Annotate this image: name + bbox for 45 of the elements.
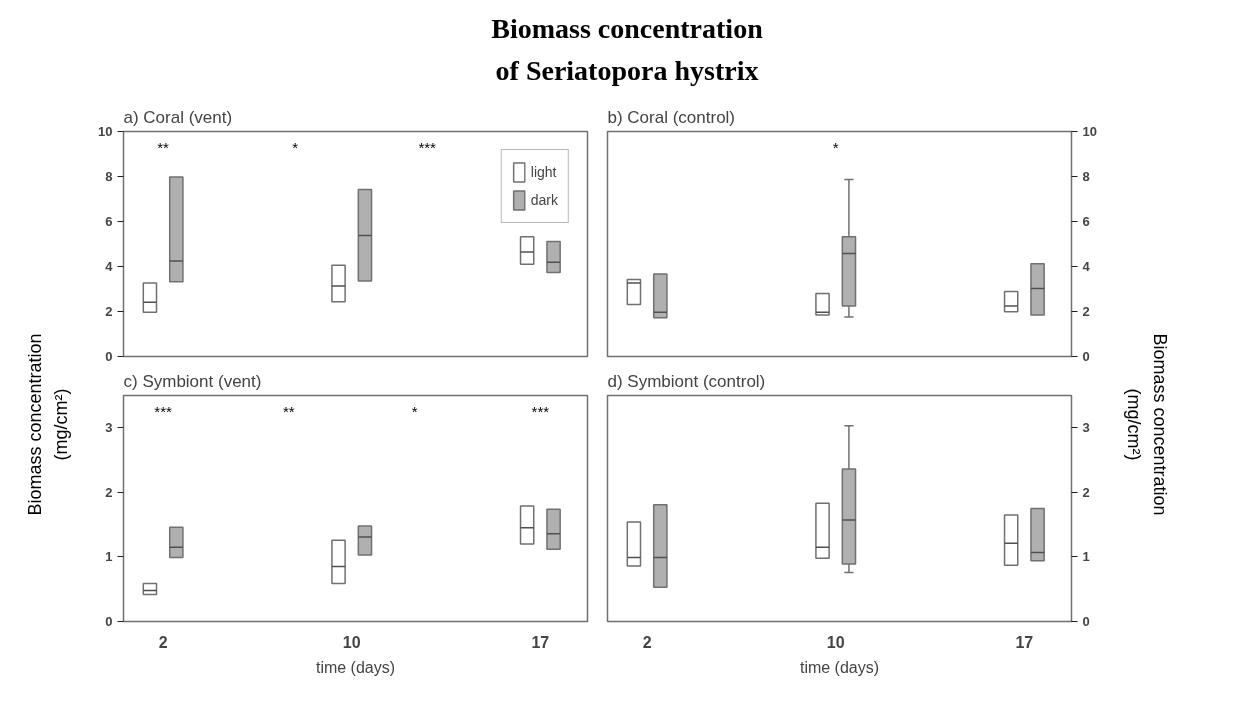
chart-subtitle: b) Coral (control) [607, 107, 736, 127]
y-tick-label: 0 [105, 614, 113, 629]
annotation: *** [531, 402, 550, 420]
annotation: ** [283, 402, 295, 420]
y-tick-label: 8 [105, 169, 113, 184]
y-tick-label: 0 [105, 349, 113, 364]
y-tick-label: 10 [98, 124, 113, 139]
y-tick-label: 6 [105, 214, 113, 229]
y2-tick-label: 6 [1082, 214, 1090, 229]
y2-tick-label: 10 [1082, 124, 1097, 139]
y2-tick-label: 4 [1082, 259, 1091, 274]
y2-tick-label: 2 [1082, 484, 1090, 500]
legend-label: light [530, 164, 557, 180]
y2-axis-title: Biomass concentration (mg/cm²) [1124, 333, 1170, 516]
y2-tick-label: 2 [1082, 304, 1090, 319]
chart-title: Biomass concentration of Seriatopora hystrix [491, 13, 764, 86]
annotation: *** [418, 138, 437, 156]
x-tick-label: 2 [642, 633, 652, 651]
y-axis-title: Biomass concentration (mg/cm²) [25, 333, 71, 516]
annotation: *** [154, 402, 173, 420]
x-tick-label: 10 [342, 633, 361, 651]
x-tick-label: 17 [531, 633, 550, 651]
chart-subtitle: a) Coral (vent) [123, 107, 233, 127]
y-tick-label: 4 [105, 259, 114, 274]
x-tick-label: 17 [1015, 633, 1034, 651]
x-tick-label: 2 [158, 633, 168, 651]
y2-tick-label: 0 [1082, 349, 1090, 364]
y2-tick-label: 3 [1082, 420, 1090, 436]
legend-label: dark [530, 192, 558, 208]
y2-tick-label: 0 [1082, 614, 1090, 629]
x-axis-title: time (days) [799, 658, 880, 676]
chart-subtitle: c) Symbiont (vent) [123, 371, 262, 391]
x-axis-title: time (days) [315, 658, 396, 676]
y2-tick-label: 8 [1082, 169, 1090, 184]
y-tick-label: 2 [105, 484, 113, 500]
annotation: * [411, 402, 418, 420]
y-tick-label: 1 [105, 549, 113, 565]
x-tick-label: 10 [826, 633, 845, 651]
y-tick-label: 3 [105, 420, 113, 436]
y-tick-label: 2 [105, 304, 113, 319]
annotation: ** [157, 138, 170, 156]
chart-subtitle: d) Symbiont (control) [607, 371, 766, 391]
annotation: * [292, 138, 299, 156]
annotation: * [832, 138, 839, 156]
y2-tick-label: 1 [1082, 549, 1090, 565]
